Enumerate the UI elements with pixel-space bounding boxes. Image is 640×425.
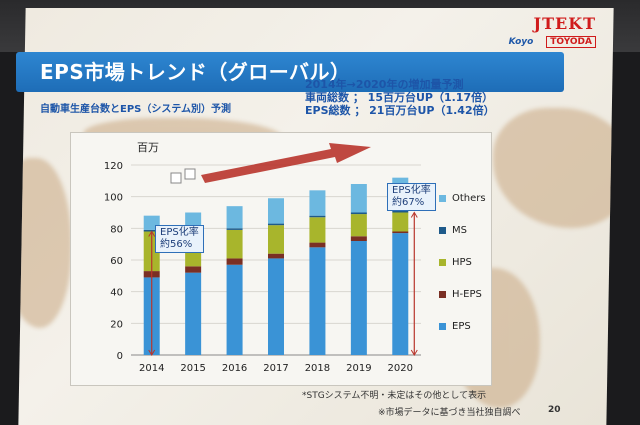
bar-segment-ms [309,215,326,218]
forecast-line: 2014年→2020年の増加量予測 [305,78,464,91]
bar-segment-h-eps [226,258,243,265]
annotation-value: 約56% [160,239,193,250]
legend-label: HPS [452,257,472,268]
bar-segment-eps [309,247,326,355]
legend-swatch [439,259,446,266]
chart-panel: 百万 0 20 40 60 80 100 120 2014 2015 2016 2017 2018 20… [70,132,492,386]
logo-toyoda: TOYODA [546,36,596,48]
map-region [18,158,74,328]
legend-item-hps: HPS [439,255,486,270]
eps-rate-annotation-2020: EPS化率 約67% [387,183,436,211]
x-tick-label: 2018 [305,363,330,374]
logo-jtekt: JTEKT [533,14,596,33]
map-region [491,108,614,228]
bar-segment-eps [392,233,409,355]
forecast-line: EPS総数 ； 21百万台UP（1.42倍） [305,104,495,117]
growth-arrow-tail-box [170,172,182,184]
x-tick-label: 2015 [180,363,205,374]
legend-swatch [439,323,446,330]
annotation-label: EPS化率 [392,185,431,196]
source-note: ※市場データに基づき当社独自調べ [378,408,521,418]
bar-segment-h-eps [392,231,409,234]
bar-segment-eps [350,241,367,355]
bar-segment-ms [392,210,409,213]
bar-segment-eps [226,264,243,355]
legend-item-ms: MS [439,223,486,238]
bar-segment-hps [226,229,243,259]
bar-segment-eps [185,272,202,355]
legend-item-h-eps: H-EPS [439,287,486,302]
x-tick-label: 2014 [139,363,164,374]
legend-label: Others [452,193,486,204]
bar-segment-others [350,184,367,213]
x-tick-label: 2020 [388,363,413,374]
y-axis-unit: 百万 [137,141,159,154]
forecast-summary: 2014年→2020年の増加量予測 車両総数 ； 15百万台UP（1.17倍） … [305,78,495,117]
y-tick-label: 120 [104,161,123,172]
legend-label: MS [452,225,467,236]
title-bar [16,52,564,92]
legend-item-eps: EPS [439,319,486,334]
bar-segment-others [309,190,326,216]
page-title: EPS市場トレンド（グローバル） [40,60,351,84]
eps-rate-annotation-2014: EPS化率 約56% [155,225,204,253]
eps-range-arrowhead [148,230,156,237]
page-number: 20 [548,405,561,415]
chart-subtitle: 自動車生産台数とEPS（システム別）予測 [40,104,232,115]
bar-segment-hps [350,214,367,237]
bar-segment-ms [226,228,243,230]
y-tick-label: 0 [117,351,123,362]
y-tick-label: 40 [110,288,123,299]
logo-koyo: Koyo [508,37,534,47]
y-tick-label: 80 [110,224,123,235]
legend-label: EPS [452,321,471,332]
bar-segment-others [226,206,243,229]
legend-label: H-EPS [452,289,482,300]
legend-swatch [439,227,446,234]
x-tick-label: 2019 [346,363,371,374]
eps-range-arrowhead [148,349,156,356]
bar-segment-h-eps [185,266,202,273]
eps-range-arrowhead [410,349,418,356]
y-tick-label: 20 [110,319,123,330]
footnote: *STGシステム不明・未定はその他として表示 [302,391,487,401]
x-tick-label: 2017 [263,363,288,374]
bar-segment-hps [268,225,284,254]
forecast-line: 車両総数 ； 15百万台UP（1.17倍） [305,91,494,104]
bar-segment-hps [309,217,326,243]
legend: Others MS HPS H-EPS EPS [439,191,486,351]
bar-segment-ms [268,223,284,226]
bar-segment-h-eps [309,242,326,248]
bar-segment-ms [350,212,367,215]
growth-arrow-tail-box [184,168,196,180]
eps-range-arrowhead [410,211,418,218]
bar-segment-h-eps [350,236,367,241]
legend-swatch [439,195,446,202]
annotation-label: EPS化率 [160,227,199,238]
legend-swatch [439,291,446,298]
bar-segment-eps [268,258,284,355]
x-tick-label: 2016 [222,363,247,374]
company-logo: JTEKT Koyo TOYODA [508,14,596,48]
bar-segment-hps [392,212,409,232]
annotation-value: 約67% [392,197,425,208]
y-tick-label: 60 [110,256,123,267]
y-tick-label: 100 [104,193,123,204]
legend-item-others: Others [439,191,486,206]
bar-segment-h-eps [268,253,284,259]
bar-segment-others [268,198,284,224]
growth-arrow [201,143,371,183]
bar-chart: 0 20 40 60 80 100 120 2014 2015 2016 2017 2018 2019 2… [104,143,421,374]
